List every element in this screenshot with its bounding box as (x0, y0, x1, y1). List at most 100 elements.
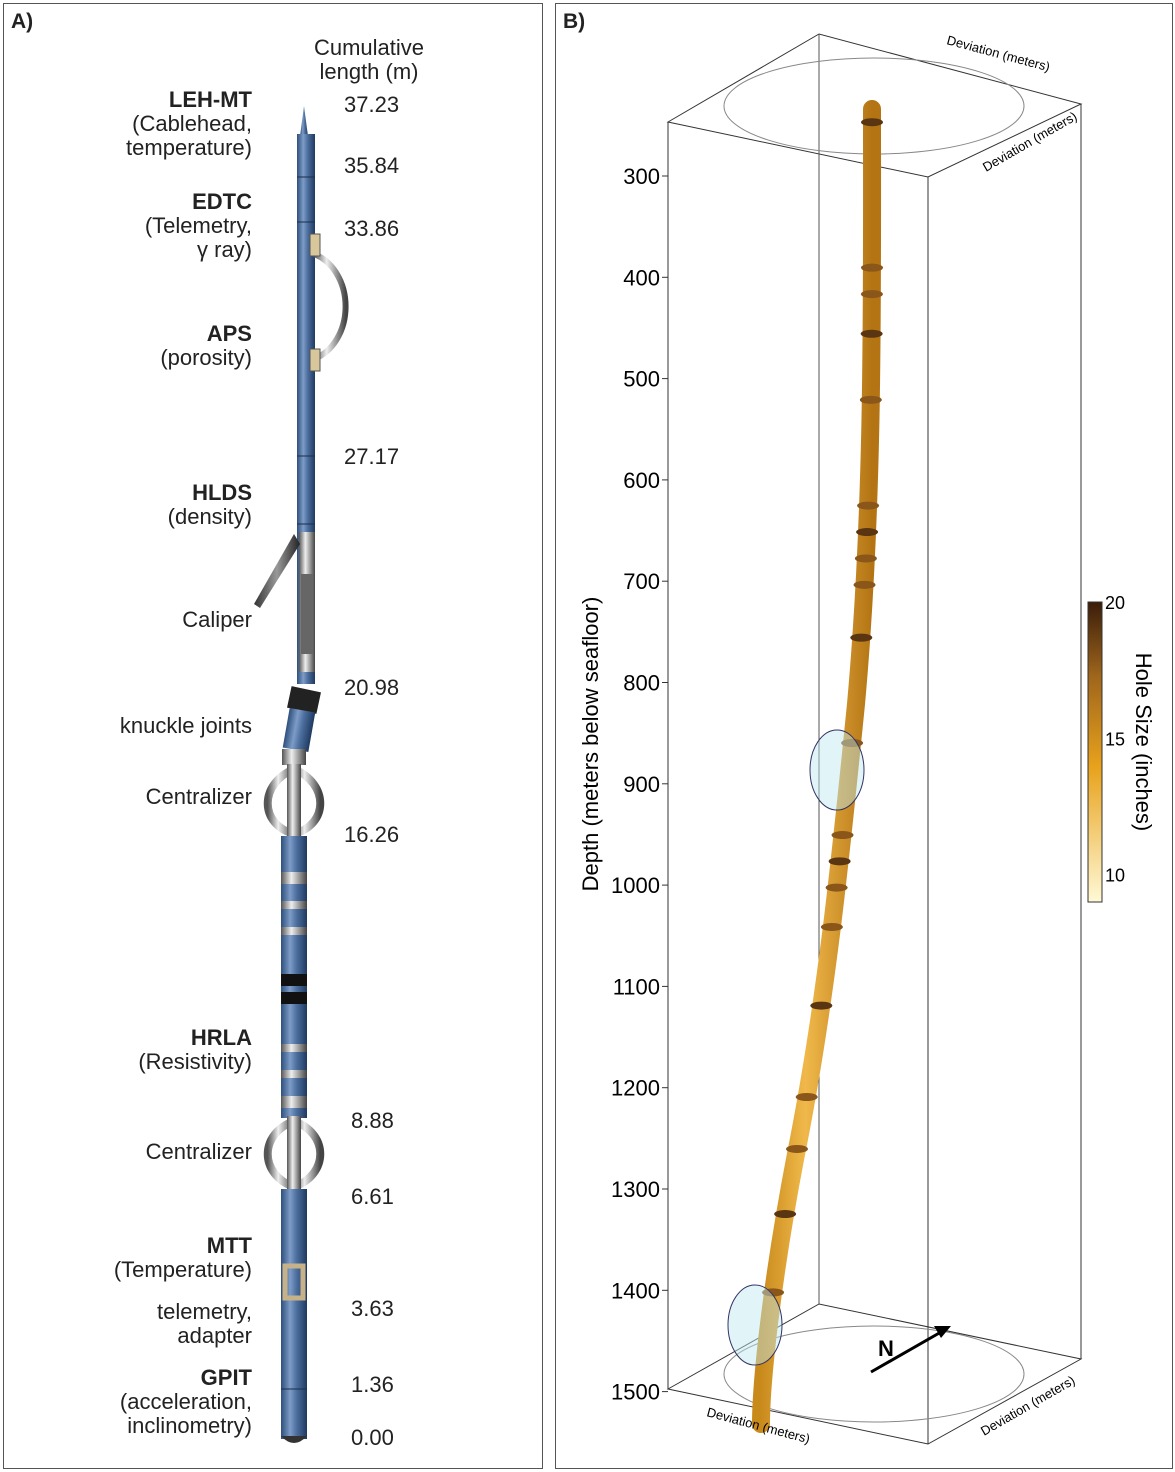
tool-name: HLDS (192, 480, 252, 505)
depth-tick-label: 500 (623, 367, 660, 392)
borehole-3d-chart: 300 400 500 600 700 800 900 1000 1100 1200 1300 140… (578, 32, 1156, 1446)
depth-tick-label: 800 (623, 671, 660, 696)
hole-size-ring (854, 554, 877, 563)
hole-size-ring (853, 580, 876, 589)
hole-size-ring (762, 1288, 785, 1297)
deviation-label-bottom-side: Deviation (meters) (978, 1373, 1077, 1439)
north-arrow-shaft (870, 1330, 942, 1374)
tool-desc: (density) (167, 504, 252, 529)
aps-pad-top (309, 233, 321, 257)
tool-label-hlds: HLDS (density) (168, 481, 252, 529)
tool-name: MTT (206, 1233, 252, 1258)
hole-size-ring (825, 883, 848, 892)
telemetry-adapter-label: telemetry, adapter (157, 1300, 252, 1348)
tool-bottom-cap (281, 1436, 307, 1443)
hole-size-ring (850, 633, 873, 642)
tool-label-aps: APS (porosity) (160, 322, 252, 370)
colorbar-tick-label: 10 (1105, 866, 1125, 886)
hole-size-ring (774, 1210, 797, 1219)
colorbar-tick-label: 15 (1105, 729, 1125, 749)
depth-tick-label: 900 (623, 772, 660, 797)
tool-desc: (acceleration, (119, 1389, 252, 1414)
colorbar (1087, 601, 1103, 903)
depth-tick-label: 1500 (611, 1380, 660, 1405)
tool-name: GPIT (200, 1365, 252, 1390)
depth-tick-label: 1100 (613, 974, 660, 999)
panel-a: A) Cumulative length (m) (3, 3, 543, 1469)
hole-size-ring (831, 831, 854, 840)
knuckle-joints-label: knuckle joints (119, 713, 252, 738)
length-value: 35.84 (344, 153, 400, 178)
bottom-deviation-circle (723, 1325, 1025, 1423)
length-value: 3.63 (351, 1296, 394, 1321)
panel-b-label: B) (563, 10, 586, 33)
centralizer-2 (263, 1116, 325, 1191)
aps-pad-bottom (309, 348, 321, 372)
depth-tick-label: 700 (623, 569, 660, 594)
knuckle-joint-top (287, 686, 321, 714)
length-value: 20.98 (344, 675, 400, 700)
tool-desc: γ ray) (197, 237, 252, 262)
depth-tick-label: 1400 (611, 1278, 660, 1303)
depth-tick-label: 600 (623, 468, 660, 493)
north-arrow-head (934, 1326, 951, 1338)
tool-desc: (porosity) (160, 345, 252, 370)
north-label: N (878, 1336, 894, 1361)
tool-desc: (Telemetry, (144, 213, 252, 238)
tool-label-leh-mt: LEH-MT (Cablehead, temperature) (126, 88, 252, 160)
depth-tick-label: 300 (623, 164, 660, 189)
length-value: 0.00 (351, 1425, 394, 1450)
hole-size-ring (857, 501, 880, 510)
hole-size-ring (861, 118, 884, 127)
tool-name: LEH-MT (168, 87, 252, 112)
tool-desc: temperature) (126, 135, 252, 160)
tool-string-drawing (254, 106, 349, 1443)
tool-label-mtt: MTT (Temperature) (114, 1234, 252, 1282)
hole-size-ring (856, 528, 879, 537)
tool-name: APS (206, 321, 252, 346)
length-value: 37.23 (344, 92, 400, 117)
hole-size-ring (860, 329, 883, 338)
centralizer-label-2: Centralizer (145, 1139, 252, 1164)
length-value: 27.17 (344, 444, 400, 469)
depth-tick-label: 1200 (611, 1076, 660, 1101)
hlds-pad (301, 574, 313, 654)
tool-desc: (Resistivity) (138, 1049, 252, 1074)
hole-size-ring (795, 1092, 818, 1101)
hole-size-ring (810, 1001, 833, 1010)
part-line: telemetry, (157, 1299, 252, 1324)
depth-tick-label: 1000 (611, 873, 660, 898)
tool-name: HRLA (190, 1025, 252, 1050)
hole-size-ring (828, 857, 851, 866)
cumulative-length-header: Cumulative length (m) (304, 36, 434, 84)
tool-name: EDTC (192, 189, 252, 214)
borehole-tube (752, 100, 882, 1433)
hole-size-rings (762, 118, 884, 1297)
depth-tick-label: 1300 (611, 1177, 660, 1202)
hole-size-ring (861, 263, 884, 272)
deviation-label-top: Deviation (meters) (945, 32, 1051, 74)
tool-desc: (Temperature) (113, 1257, 252, 1282)
length-value: 6.61 (351, 1184, 394, 1209)
colorbar-tick-label: 20 (1105, 593, 1125, 613)
tool-label-gpit: GPIT (acceleration, inclinometry) (120, 1366, 252, 1438)
length-value: 1.36 (351, 1372, 394, 1397)
hole-size-ring (859, 395, 882, 404)
knuckle-joint-bottom (282, 749, 306, 765)
deviation-label-side: Deviation (meters) (980, 109, 1079, 175)
tool-desc: inclinometry) (127, 1413, 252, 1438)
hole-size-ring (860, 290, 883, 299)
panel-a-label: A) (11, 10, 34, 33)
aps-bow-spring (312, 251, 349, 362)
panel-b: B) 300 400 500 600 700 800 900 1000 1100 1200 1300… (555, 3, 1173, 1469)
depth-axis-label: Depth (meters below seafloor) (578, 597, 603, 892)
knuckle-joint-body (282, 708, 316, 752)
colorbar-label: Hole Size (inches) (1131, 653, 1156, 832)
mtt-sensor (282, 1263, 306, 1301)
highlight-ellipse-1 (809, 729, 865, 811)
caliper-label: Caliper (182, 607, 252, 632)
colorbar-ticks: 10 15 20 (1105, 593, 1125, 886)
header-line-2: length (m) (319, 59, 419, 84)
lower-tool-body (281, 1189, 307, 1439)
caliper-arm (254, 534, 300, 608)
